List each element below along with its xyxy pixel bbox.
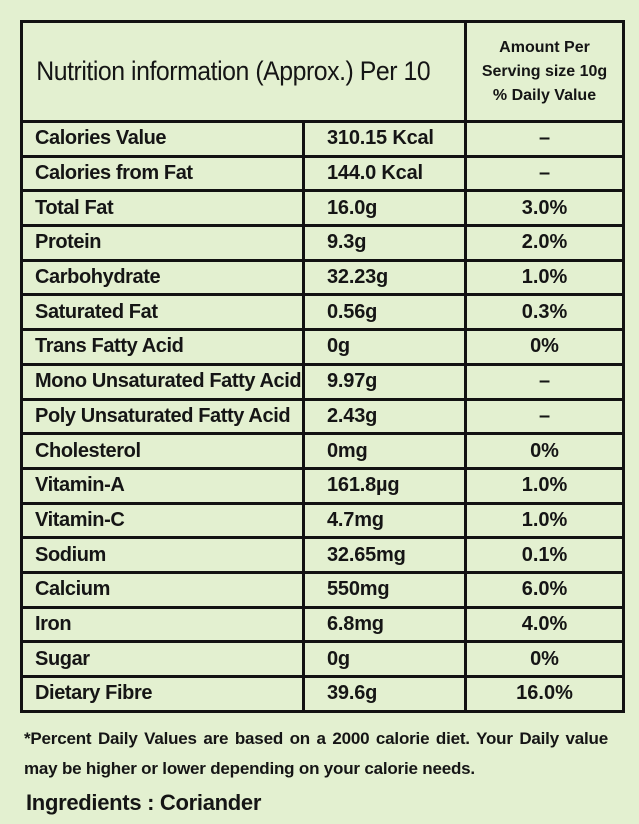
nutrient-daily-value: 16.0% (464, 675, 626, 713)
nutrient-daily-value: 3.0% (464, 189, 626, 228)
table-row: Total Fat 16.0g 3.0% (20, 189, 626, 228)
table-row: Calories from Fat 144.0 Kcal – (20, 154, 626, 193)
nutrient-daily-value: 4.0% (464, 605, 626, 644)
table-row: Sodium 32.65mg 0.1% (20, 536, 626, 574)
nutrient-quantity: 550mg (301, 570, 468, 609)
table-row: Calories Value 310.15 Kcal – (20, 120, 626, 158)
nutrient-quantity: 310.15 Kcal (301, 120, 468, 158)
nutrient-quantity: 9.3g (301, 224, 468, 262)
nutrient-daily-value: 0% (464, 432, 626, 470)
nutrient-name: Poly Unsaturated Fatty Acid (20, 397, 305, 436)
nutrient-daily-value: 1.0% (464, 258, 626, 297)
amount-header-line-2: Serving size 10g (481, 62, 608, 80)
nutrient-name: Carbohydrate (20, 258, 305, 297)
table-row: Vitamin-C 4.7mg 1.0% (20, 501, 626, 540)
nutrient-name: Total Fat (20, 189, 305, 228)
table-row: Sugar 0g 0% (20, 640, 626, 678)
nutrient-name: Dietary Fibre (20, 675, 305, 713)
nutrient-daily-value: 0% (464, 640, 626, 678)
table-row: Dietary Fibre 39.6g 16.0% (20, 675, 626, 713)
daily-value-footnote: *Percent Daily Values are based on a 200… (24, 729, 608, 778)
nutrient-daily-value: – (464, 397, 626, 436)
nutrient-daily-value: 0.1% (464, 536, 626, 574)
table-title: Nutrition information (Approx.) Per 100g (20, 20, 432, 123)
nutrient-daily-value: 6.0% (464, 570, 626, 609)
table-row: Mono Unsaturated Fatty Acid 9.97g – (20, 362, 626, 401)
nutrient-name: Cholesterol (20, 432, 305, 470)
table-row: Trans Fatty Acid 0g 0% (20, 328, 626, 366)
nutrient-quantity: 39.6g (301, 675, 468, 713)
table-row: Saturated Fat 0.56g 0.3% (20, 293, 626, 332)
nutrient-name: Calcium (20, 570, 305, 609)
amount-header-line-3: % Daily Value (492, 86, 597, 104)
nutrient-daily-value: – (464, 154, 626, 193)
amount-header-line-1: Amount Per (499, 38, 590, 56)
nutrient-quantity: 32.23g (301, 258, 468, 297)
nutrient-quantity: 4.7mg (301, 501, 468, 540)
nutrient-daily-value: – (464, 362, 626, 401)
table-header-row: Nutrition information (Approx.) Per 100g… (20, 20, 626, 123)
nutrient-daily-value: – (464, 120, 626, 158)
nutrient-quantity: 0.56g (301, 293, 468, 332)
nutrient-quantity: 0mg (301, 432, 468, 470)
nutrient-name: Protein (20, 224, 305, 262)
nutrient-name: Trans Fatty Acid (20, 328, 305, 366)
nutrient-name: Iron (20, 605, 305, 644)
table-row: Iron 6.8mg 4.0% (20, 605, 626, 644)
nutrient-name: Vitamin-C (20, 501, 305, 540)
nutrient-daily-value: 0% (464, 328, 626, 366)
nutrition-panel: Nutrition information (Approx.) Per 100g… (20, 20, 626, 713)
nutrient-name: Calories from Fat (20, 154, 305, 193)
table-row: Poly Unsaturated Fatty Acid 2.43g – (20, 397, 626, 436)
table-row: Calcium 550mg 6.0% (20, 570, 626, 609)
nutrition-table: Nutrition information (Approx.) Per 100g… (20, 20, 626, 713)
nutrient-name: Saturated Fat (20, 293, 305, 332)
nutrient-name: Calories Value (20, 120, 305, 158)
nutrient-quantity: 0g (301, 640, 468, 678)
nutrient-quantity: 0g (301, 328, 468, 366)
nutrient-quantity: 32.65mg (301, 536, 468, 574)
table-row: Vitamin-A 161.8µg 1.0% (20, 466, 626, 505)
amount-per-serving-header: Amount Per Serving size 10g % Daily Valu… (464, 20, 626, 123)
nutrient-quantity: 16.0g (301, 189, 468, 228)
nutrient-daily-value: 2.0% (464, 224, 626, 262)
ingredients-line: Ingredients : Coriander (26, 790, 262, 815)
nutrient-daily-value: 1.0% (464, 466, 626, 505)
table-row: Protein 9.3g 2.0% (20, 224, 626, 262)
nutrient-name: Vitamin-A (20, 466, 305, 505)
table-row: Cholesterol 0mg 0% (20, 432, 626, 470)
nutrient-quantity: 6.8mg (301, 605, 468, 644)
nutrient-quantity: 144.0 Kcal (301, 154, 468, 193)
nutrient-quantity: 2.43g (301, 397, 468, 436)
nutrient-daily-value: 0.3% (464, 293, 626, 332)
nutrient-daily-value: 1.0% (464, 501, 626, 540)
table-row: Carbohydrate 32.23g 1.0% (20, 258, 626, 297)
nutrient-name: Mono Unsaturated Fatty Acid (20, 362, 305, 401)
nutrient-name: Sodium (20, 536, 305, 574)
nutrient-name: Sugar (20, 640, 305, 678)
nutrient-quantity: 161.8µg (301, 466, 468, 505)
nutrient-quantity: 9.97g (301, 362, 468, 401)
